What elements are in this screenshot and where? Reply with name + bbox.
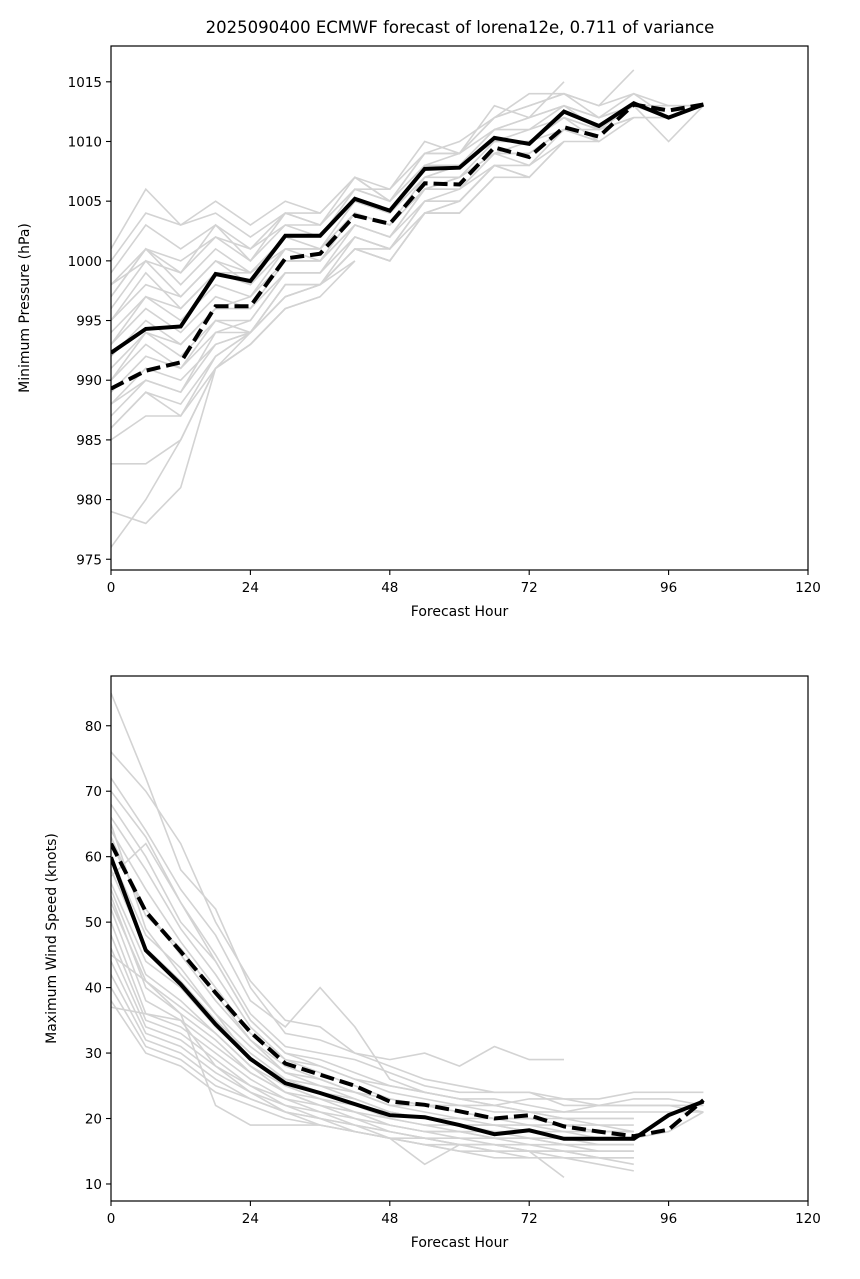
wind-y-tick-label: 60	[85, 850, 102, 866]
pressure-member-line-25	[111, 164, 495, 405]
pressure-x-tick-label: 72	[521, 580, 538, 596]
wind-member-line-5	[111, 816, 704, 1113]
pressure-x-tick-label: 24	[242, 580, 259, 596]
wind-member-line-14	[111, 921, 634, 1152]
pressure-x-axis-label: Forecast Hour	[411, 604, 509, 620]
pressure-y-tick-label: 980	[76, 493, 102, 509]
pressure-member-line-20	[111, 92, 704, 286]
pressure-y-tick-label: 975	[76, 552, 102, 568]
wind-y-tick-label: 30	[85, 1046, 102, 1062]
wind-axes-frame	[110, 675, 809, 1202]
wind-x-tick-label: 120	[795, 1211, 821, 1227]
wind-member-line-26	[111, 902, 634, 1146]
wind-member-line-8	[111, 856, 634, 1133]
pressure-member-line-26	[111, 248, 390, 429]
pressure-member-line-22	[111, 116, 635, 322]
pressure-y-tick-label: 1005	[68, 194, 102, 210]
wind-x-tick-label: 24	[242, 1211, 259, 1227]
wind-member-line-15	[111, 934, 634, 1152]
wind-member-line-3	[111, 790, 704, 1107]
wind-member-line-23	[111, 842, 634, 1120]
pressure-y-axis-label: Minimum Pressure (hPa)	[17, 223, 33, 393]
pressure-y-tick-label: 985	[76, 433, 102, 449]
wind-x-tick-label: 72	[521, 1211, 538, 1227]
wind-x-axis-label: Forecast Hour	[411, 1235, 509, 1251]
pressure-y-tick-label: 1015	[68, 75, 102, 91]
pressure-member-line-18	[111, 308, 286, 525]
wind-plot-area	[111, 692, 705, 1179]
pressure-solid-mean-line	[111, 101, 705, 355]
wind-dashed-mean-line	[111, 842, 705, 1139]
wind-x-tick-label: 0	[107, 1211, 116, 1227]
wind-y-tick-label: 80	[85, 719, 102, 735]
pressure-x-tick-label: 120	[795, 580, 821, 596]
wind-y-axis-label: Maximum Wind Speed (knots)	[44, 833, 60, 1044]
wind-member-line-22	[111, 954, 634, 1159]
wind-solid-mean-line	[111, 856, 705, 1141]
wind-x-tick-label: 48	[381, 1211, 398, 1227]
pressure-y-tick-label: 990	[76, 373, 102, 389]
pressure-x-tick-label: 48	[381, 580, 398, 596]
wind-x-tick-label: 96	[660, 1211, 677, 1227]
pressure-axes-frame	[110, 45, 809, 571]
wind-y-tick-label: 20	[85, 1112, 102, 1128]
pressure-panel: 0 24 48 72 96 120 975 980 985 990 995 1000 1005 1010 1…	[17, 45, 821, 620]
pressure-dashed-mean-line	[111, 102, 704, 391]
wind-panel: 0 24 48 72 96 120 10 20 30 40 50 60 70 80 Forecast Hou…	[44, 675, 821, 1251]
pressure-member-line-24	[111, 128, 565, 381]
wind-member-line-12	[111, 895, 634, 1146]
wind-member-line-1	[111, 751, 564, 1067]
pressure-y-tick-label: 1010	[68, 134, 102, 150]
pressure-member-line-23	[111, 128, 599, 345]
pressure-x-tick-label: 96	[660, 580, 677, 596]
wind-y-tick-label: 70	[85, 784, 102, 800]
pressure-y-tick-label: 1000	[68, 254, 102, 270]
pressure-y-tick-label: 995	[76, 314, 102, 330]
chart-title: 2025090400 ECMWF forecast of lorena12e, …	[206, 18, 715, 37]
wind-member-line-2	[111, 777, 704, 1107]
pressure-member-line-21	[111, 104, 704, 298]
wind-y-tick-label: 40	[85, 981, 102, 997]
pressure-member-line-2	[111, 92, 704, 274]
pressure-plot-area	[111, 69, 705, 548]
wind-y-tick-label: 10	[85, 1177, 102, 1193]
pressure-x-tick-label: 0	[107, 580, 116, 596]
wind-y-tick-label: 50	[85, 915, 102, 931]
